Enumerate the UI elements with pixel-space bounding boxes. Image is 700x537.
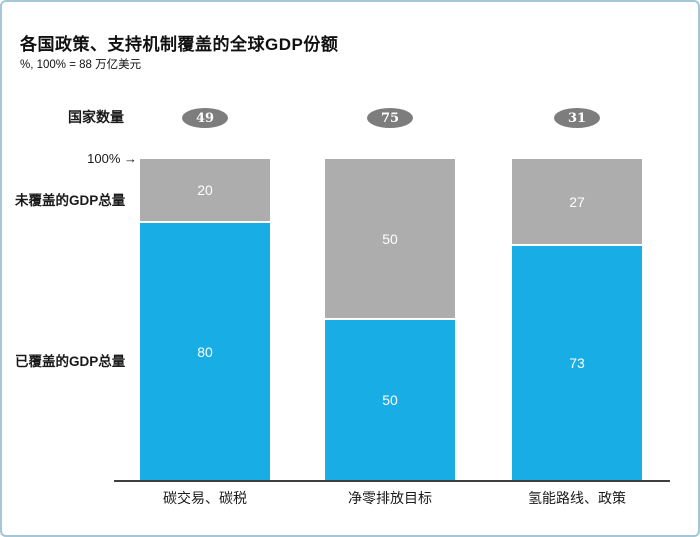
bar-value-label: 73	[569, 355, 585, 371]
bar-segment-uncovered: 20	[140, 159, 270, 223]
bar-segment-covered: 73	[512, 246, 642, 480]
country-count-badge: 31	[554, 108, 600, 128]
bar-segment-covered: 80	[140, 223, 270, 480]
page-title: 各国政策、支持机制覆盖的全球GDP份额	[20, 35, 339, 54]
bar-value-label: 50	[382, 392, 398, 408]
bar-value-label: 80	[197, 343, 213, 360]
hundred-percent-axis-label: 100% →	[42, 151, 137, 166]
bar-segment-uncovered: 50	[325, 159, 455, 320]
right-arrow-icon: →	[124, 151, 137, 166]
country-count-badge: 49	[182, 108, 228, 128]
legend-covered-gdp: 已覆盖的GDP总量	[15, 354, 126, 369]
bar-value-label: 50	[382, 230, 398, 247]
bar-value-label: 27	[569, 193, 585, 210]
countries-row-label: 国家数量	[68, 109, 124, 125]
bar-segment-uncovered: 27	[512, 159, 642, 246]
category-label: 碳交易、碳税	[163, 490, 247, 506]
hundred-percent-text: 100%	[87, 151, 121, 166]
category-label: 净零排放目标	[348, 490, 432, 506]
legend-uncovered-gdp: 未覆盖的GDP总量	[15, 193, 126, 208]
bar-column: 20 80	[140, 159, 270, 480]
x-axis-line	[114, 480, 670, 482]
bar-column: 50 50	[325, 159, 455, 480]
bar-column: 27 73	[512, 159, 642, 480]
country-count-badge: 75	[367, 108, 413, 128]
bar-segment-covered: 50	[325, 320, 455, 480]
chart-subtitle: %, 100% = 88 万亿美元	[20, 59, 142, 71]
category-label: 氢能路线、政策	[528, 490, 626, 506]
bar-value-label: 20	[197, 182, 213, 198]
